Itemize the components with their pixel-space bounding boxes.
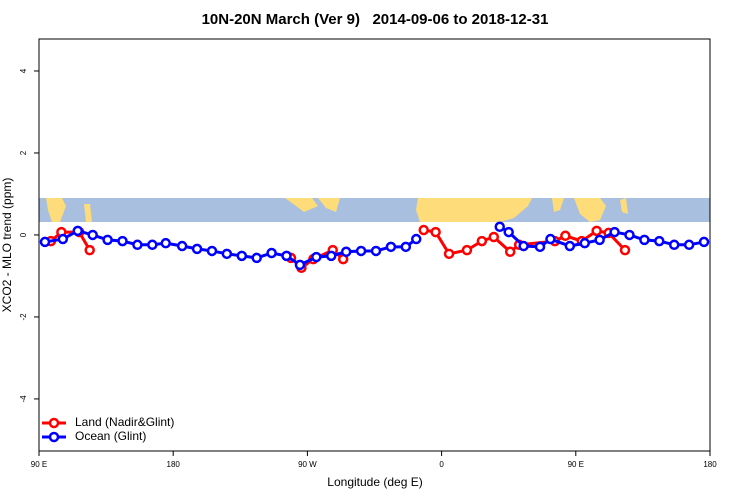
point	[57, 233, 69, 245]
point	[504, 246, 516, 258]
point	[560, 230, 571, 242]
point	[564, 240, 576, 252]
point	[326, 250, 337, 262]
point	[619, 244, 631, 256]
point	[461, 244, 473, 256]
x-tick-label: 90 W	[298, 460, 317, 469]
legend: Land (Nadir&Glint)Ocean (Glint)	[42, 415, 174, 443]
point	[370, 245, 382, 257]
point	[698, 236, 710, 248]
y-tick-label: 0	[19, 232, 28, 237]
point	[400, 241, 412, 253]
x-tick-label: 180	[703, 460, 717, 469]
y-tick-label: 2	[19, 150, 28, 155]
point	[609, 226, 620, 238]
point	[236, 250, 248, 262]
point	[87, 229, 98, 241]
point	[72, 225, 84, 237]
point	[221, 248, 233, 260]
point	[266, 247, 277, 259]
point	[340, 246, 352, 258]
point	[206, 245, 218, 257]
point	[668, 239, 680, 251]
legend-label: Land (Nadir&Glint)	[75, 415, 174, 429]
x-tick-label: 90 E	[31, 460, 47, 469]
point	[594, 234, 605, 246]
point	[294, 259, 306, 271]
point	[579, 237, 590, 249]
point	[591, 225, 602, 237]
point	[281, 250, 292, 262]
point	[639, 234, 650, 246]
y-tick-label: -2	[19, 313, 28, 321]
x-tick-label: 90 E	[568, 460, 584, 469]
point	[147, 239, 158, 251]
map-strip	[39, 198, 710, 222]
point	[411, 233, 422, 245]
point	[311, 251, 322, 263]
chart-title: 10N-20N March (Ver 9) 2014-09-06 to 2018…	[202, 11, 549, 28]
x-tick-label: 0	[439, 460, 444, 469]
point	[654, 235, 665, 247]
point	[176, 240, 188, 252]
point	[191, 243, 203, 255]
x-axis-label: Longitude (deg E)	[327, 475, 422, 489]
plot-frame	[38, 38, 711, 452]
point	[430, 226, 441, 238]
legend-marker	[48, 417, 60, 429]
point	[494, 221, 506, 233]
point	[545, 233, 556, 245]
point	[132, 239, 143, 251]
point	[355, 245, 367, 257]
point	[251, 252, 262, 264]
y-tick-label: 4	[19, 68, 28, 73]
point	[476, 235, 488, 247]
point	[84, 244, 95, 256]
point	[488, 231, 500, 243]
point	[534, 241, 546, 253]
point	[102, 234, 113, 246]
point	[503, 226, 514, 238]
point	[418, 224, 429, 236]
point	[624, 229, 635, 241]
point	[683, 239, 695, 251]
point	[518, 240, 529, 252]
point	[385, 241, 397, 253]
point	[443, 248, 455, 260]
point	[117, 235, 128, 247]
legend-label: Ocean (Glint)	[75, 429, 146, 443]
x-tick-label: 180	[167, 460, 181, 469]
point	[39, 236, 51, 248]
y-axis-label: XCO2 - MLO trend (ppm)	[0, 178, 14, 313]
legend-marker	[48, 431, 60, 443]
point	[160, 237, 171, 249]
y-tick-label: -4	[19, 395, 28, 403]
